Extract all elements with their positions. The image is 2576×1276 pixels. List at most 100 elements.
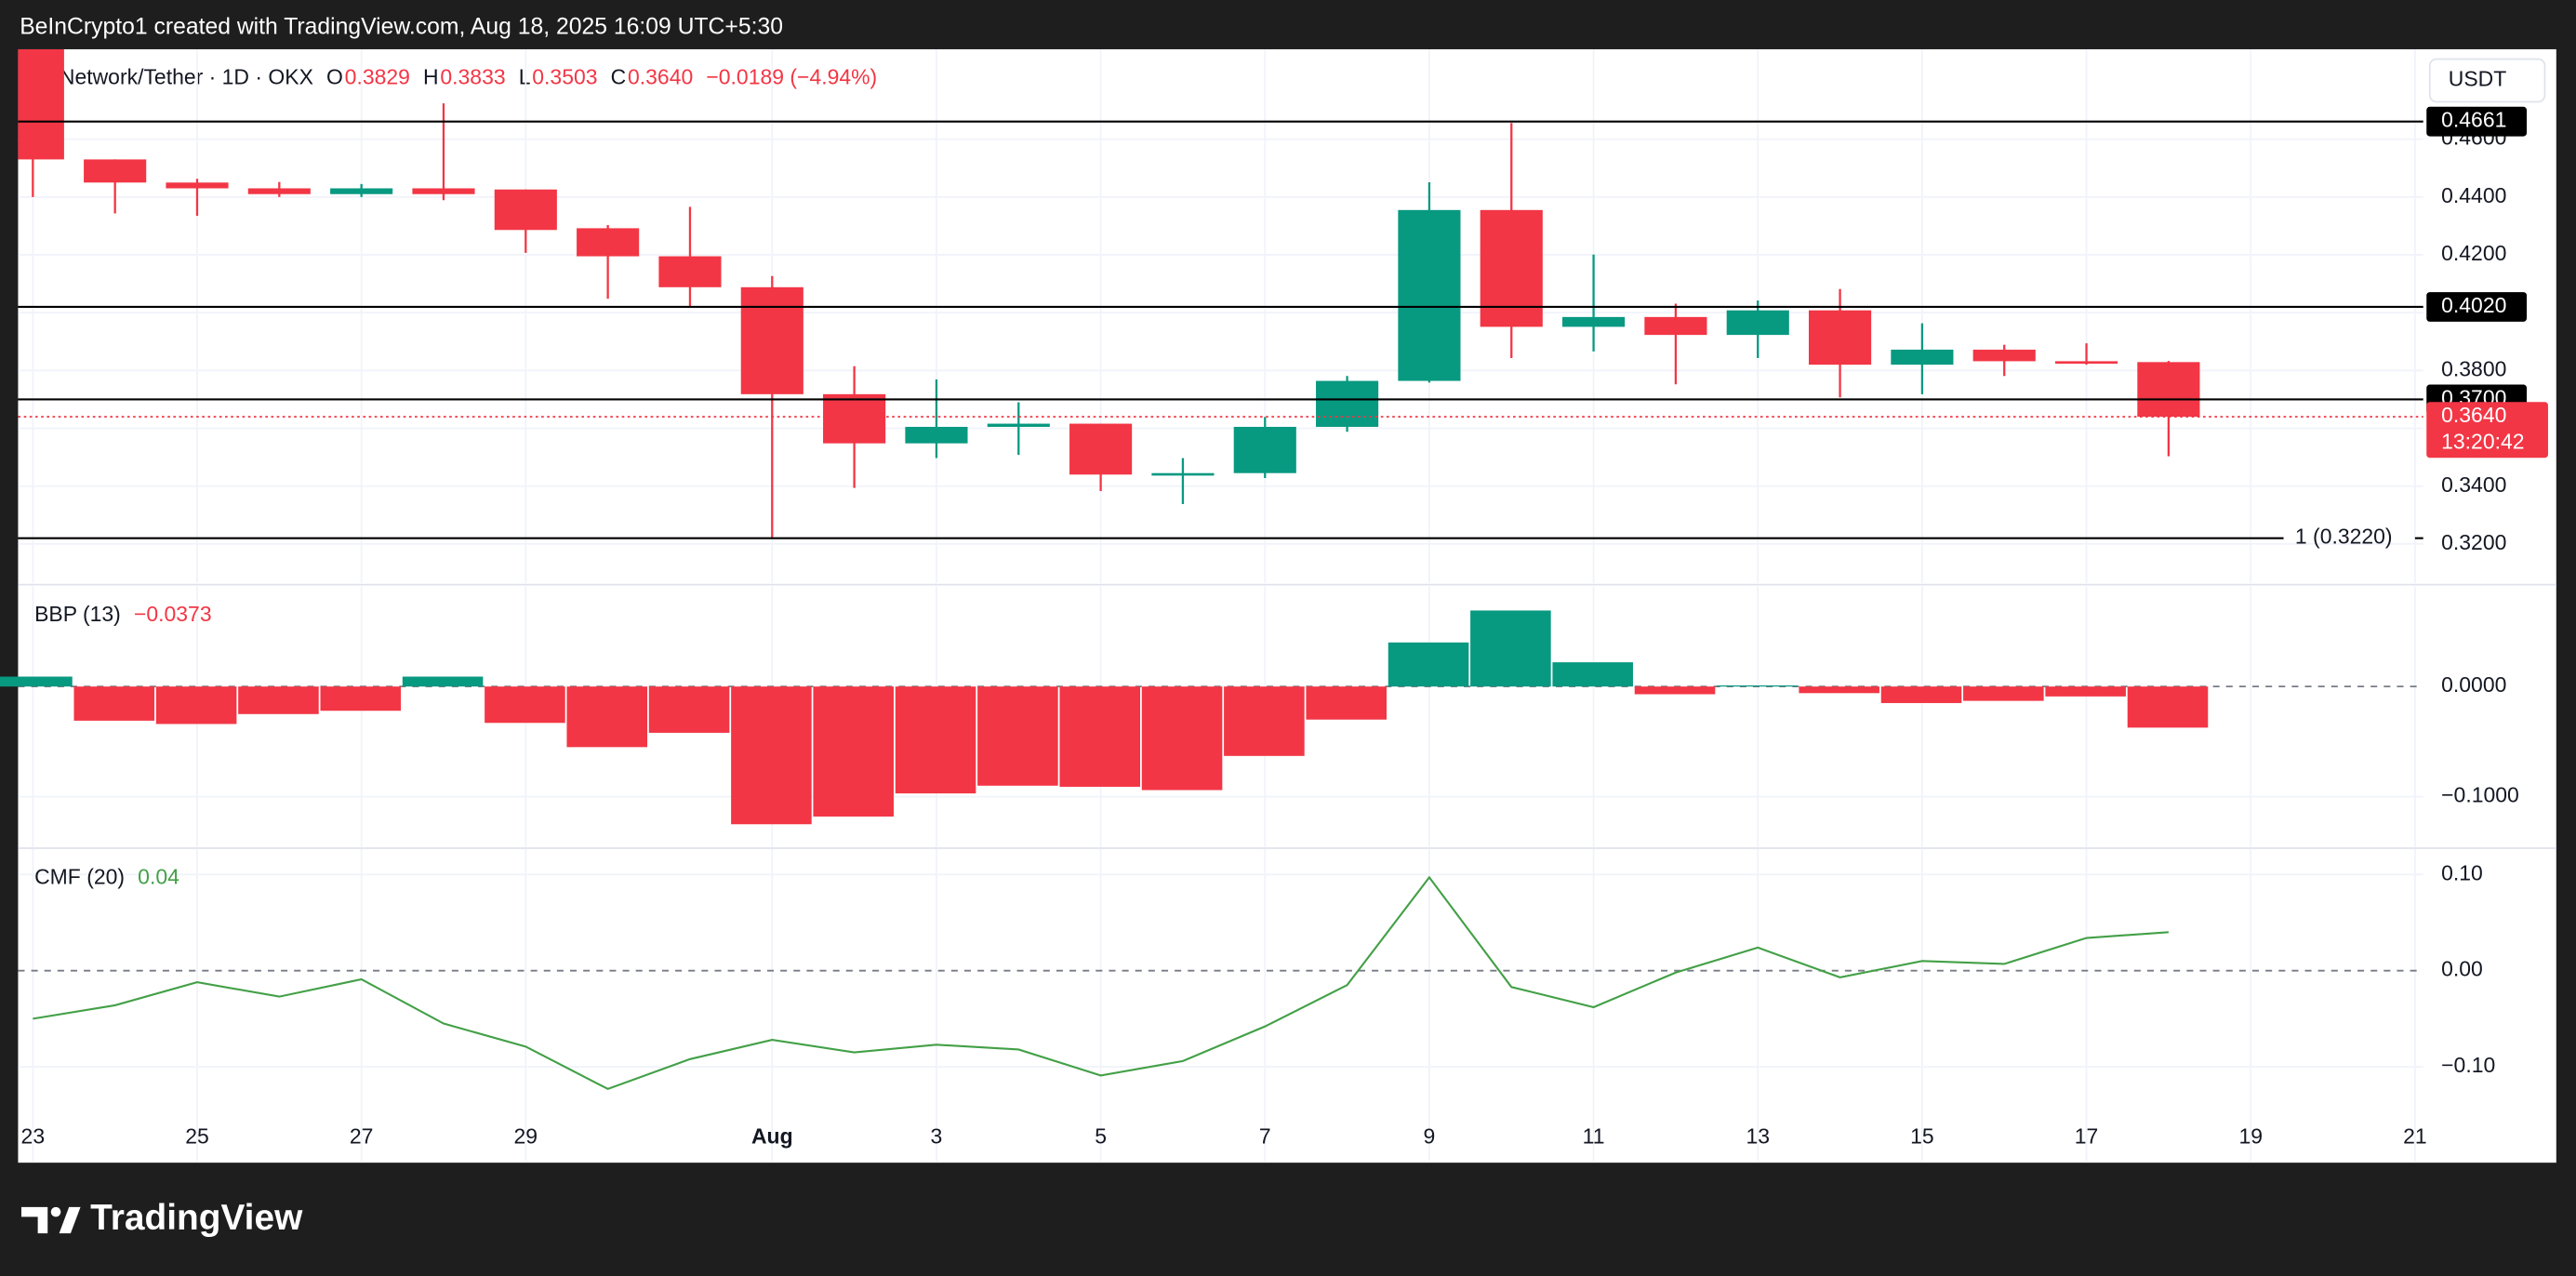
chart-area bbox=[18, 48, 2556, 1163]
candle-body bbox=[330, 188, 393, 194]
indicator-value: −0.0373 bbox=[134, 602, 212, 626]
x-tick-label: 3 bbox=[931, 1124, 943, 1149]
y-tick-label: 0.3400 bbox=[2441, 472, 2506, 497]
y-tick-label: 0.4400 bbox=[2441, 183, 2506, 207]
y-tick-label: 0.3200 bbox=[2441, 530, 2506, 554]
price-tag bbox=[2426, 292, 2528, 322]
x-tick-label: 9 bbox=[1424, 1124, 1436, 1149]
y-tick-label: 0.4200 bbox=[2441, 241, 2506, 265]
candle-body bbox=[905, 426, 968, 444]
ohlc-value: 0.3640 bbox=[628, 65, 693, 89]
currency-button[interactable] bbox=[2428, 58, 2546, 103]
histogram-bar bbox=[320, 686, 402, 711]
candle-body bbox=[1233, 426, 1296, 473]
candle-body bbox=[1809, 310, 1872, 366]
y-tick-label: 0.00 bbox=[2441, 957, 2483, 981]
candle-body bbox=[1562, 316, 1626, 327]
candle-body bbox=[987, 423, 1050, 427]
last-price-tag bbox=[2426, 402, 2548, 459]
histogram-bar bbox=[402, 676, 484, 687]
price-tag-label: 0.4020 bbox=[2441, 293, 2506, 317]
x-tick-label: 5 bbox=[1095, 1124, 1107, 1149]
symbol: Pi Network/Tether · 1D · OKX bbox=[34, 65, 313, 89]
candle-body bbox=[1891, 349, 1954, 366]
histogram-bar bbox=[238, 686, 319, 714]
candle-body bbox=[577, 228, 640, 257]
histogram-bar bbox=[2045, 686, 2126, 697]
ohlc-value: 0.3503 bbox=[532, 65, 597, 89]
symbol-legend: Pi Network/Tether · 1D · OKX O 0.3829 H 0.38… bbox=[34, 65, 877, 89]
indicator-legend: BBP (13) −0.0373 bbox=[34, 602, 212, 626]
x-tick-label: 25 bbox=[185, 1124, 209, 1149]
candle-body bbox=[1316, 380, 1379, 427]
histogram-bar bbox=[1634, 686, 1716, 695]
histogram-bar bbox=[73, 686, 155, 721]
price-tag bbox=[2426, 106, 2528, 137]
x-tick-label: Aug bbox=[751, 1124, 793, 1149]
histogram-bar bbox=[0, 676, 73, 687]
brand-logo bbox=[20, 1206, 81, 1234]
candle-body bbox=[658, 256, 722, 287]
candles bbox=[18, 48, 2200, 539]
histogram-bar bbox=[1799, 686, 1879, 694]
histogram-bar bbox=[1059, 686, 1141, 787]
histogram-bar bbox=[1141, 686, 1223, 791]
ohlc-key: H bbox=[423, 65, 439, 89]
currency[interactable]: USDT bbox=[2449, 67, 2506, 91]
candle-body bbox=[2054, 361, 2118, 365]
indicator-legend: CMF (20) 0.04 bbox=[34, 865, 179, 889]
histogram-bar bbox=[1306, 686, 1387, 720]
x-tick-label: 17 bbox=[2075, 1124, 2099, 1149]
candle-body bbox=[1972, 349, 2036, 362]
indicator-title: CMF (20) bbox=[34, 865, 125, 889]
candle-body bbox=[823, 393, 886, 444]
candle-body bbox=[494, 189, 557, 231]
x-tick-label: 19 bbox=[2238, 1124, 2263, 1149]
cmf-line bbox=[33, 875, 2169, 1091]
candle-body bbox=[1151, 472, 1215, 476]
histogram-bar bbox=[155, 686, 237, 724]
candle-body bbox=[412, 188, 475, 194]
x-tick-label: 21 bbox=[2403, 1124, 2427, 1149]
price-tag-label: 0.4661 bbox=[2441, 108, 2506, 132]
y-tick-label: 0.3800 bbox=[2441, 356, 2506, 380]
fib-level-label: 1 (0.3220) bbox=[2295, 525, 2393, 549]
histogram-bar bbox=[731, 686, 812, 825]
x-tick-label: 11 bbox=[1583, 1124, 1605, 1149]
ohlc-key: O bbox=[326, 65, 343, 89]
candle-body bbox=[1644, 316, 1707, 336]
histogram-bar bbox=[1470, 610, 1551, 687]
histogram-bar bbox=[895, 686, 976, 794]
candle-body bbox=[18, 48, 64, 160]
x-tick-label: 23 bbox=[21, 1124, 46, 1149]
histogram-bar bbox=[813, 686, 895, 817]
brand: TradingView bbox=[90, 1198, 303, 1238]
attribution: BeInCrypto1 created with TradingView.com… bbox=[20, 15, 783, 40]
indicator-title: BBP (13) bbox=[34, 602, 121, 626]
y-tick-label: −0.1000 bbox=[2441, 783, 2519, 807]
ohlc-value: 0.3829 bbox=[345, 65, 410, 89]
histogram-bar bbox=[1880, 686, 1962, 703]
histogram-bar bbox=[1963, 686, 2044, 701]
candle-body bbox=[1726, 310, 1789, 336]
histogram-bar bbox=[485, 686, 565, 724]
ohlc-value: 0.3833 bbox=[440, 65, 505, 89]
change: −0.0189 (−4.94%) bbox=[706, 65, 877, 89]
histogram-bar bbox=[1717, 685, 1798, 687]
y-tick-label: 0.10 bbox=[2441, 860, 2483, 884]
histogram-bar bbox=[1388, 642, 1469, 687]
x-tick-label: 27 bbox=[350, 1124, 374, 1149]
y-tick-label: 0.0000 bbox=[2441, 672, 2506, 697]
ohlc-key: C bbox=[611, 65, 627, 89]
candle-body bbox=[166, 182, 229, 189]
candle-body bbox=[84, 159, 147, 183]
histogram-bar bbox=[648, 686, 730, 733]
last-price-label: 0.3640 bbox=[2441, 403, 2506, 427]
x-tick-label: 29 bbox=[514, 1124, 538, 1149]
candle-body bbox=[1069, 423, 1133, 475]
histogram-bar bbox=[566, 686, 648, 748]
histogram-bar bbox=[1552, 662, 1633, 687]
candle-body bbox=[2137, 362, 2200, 418]
